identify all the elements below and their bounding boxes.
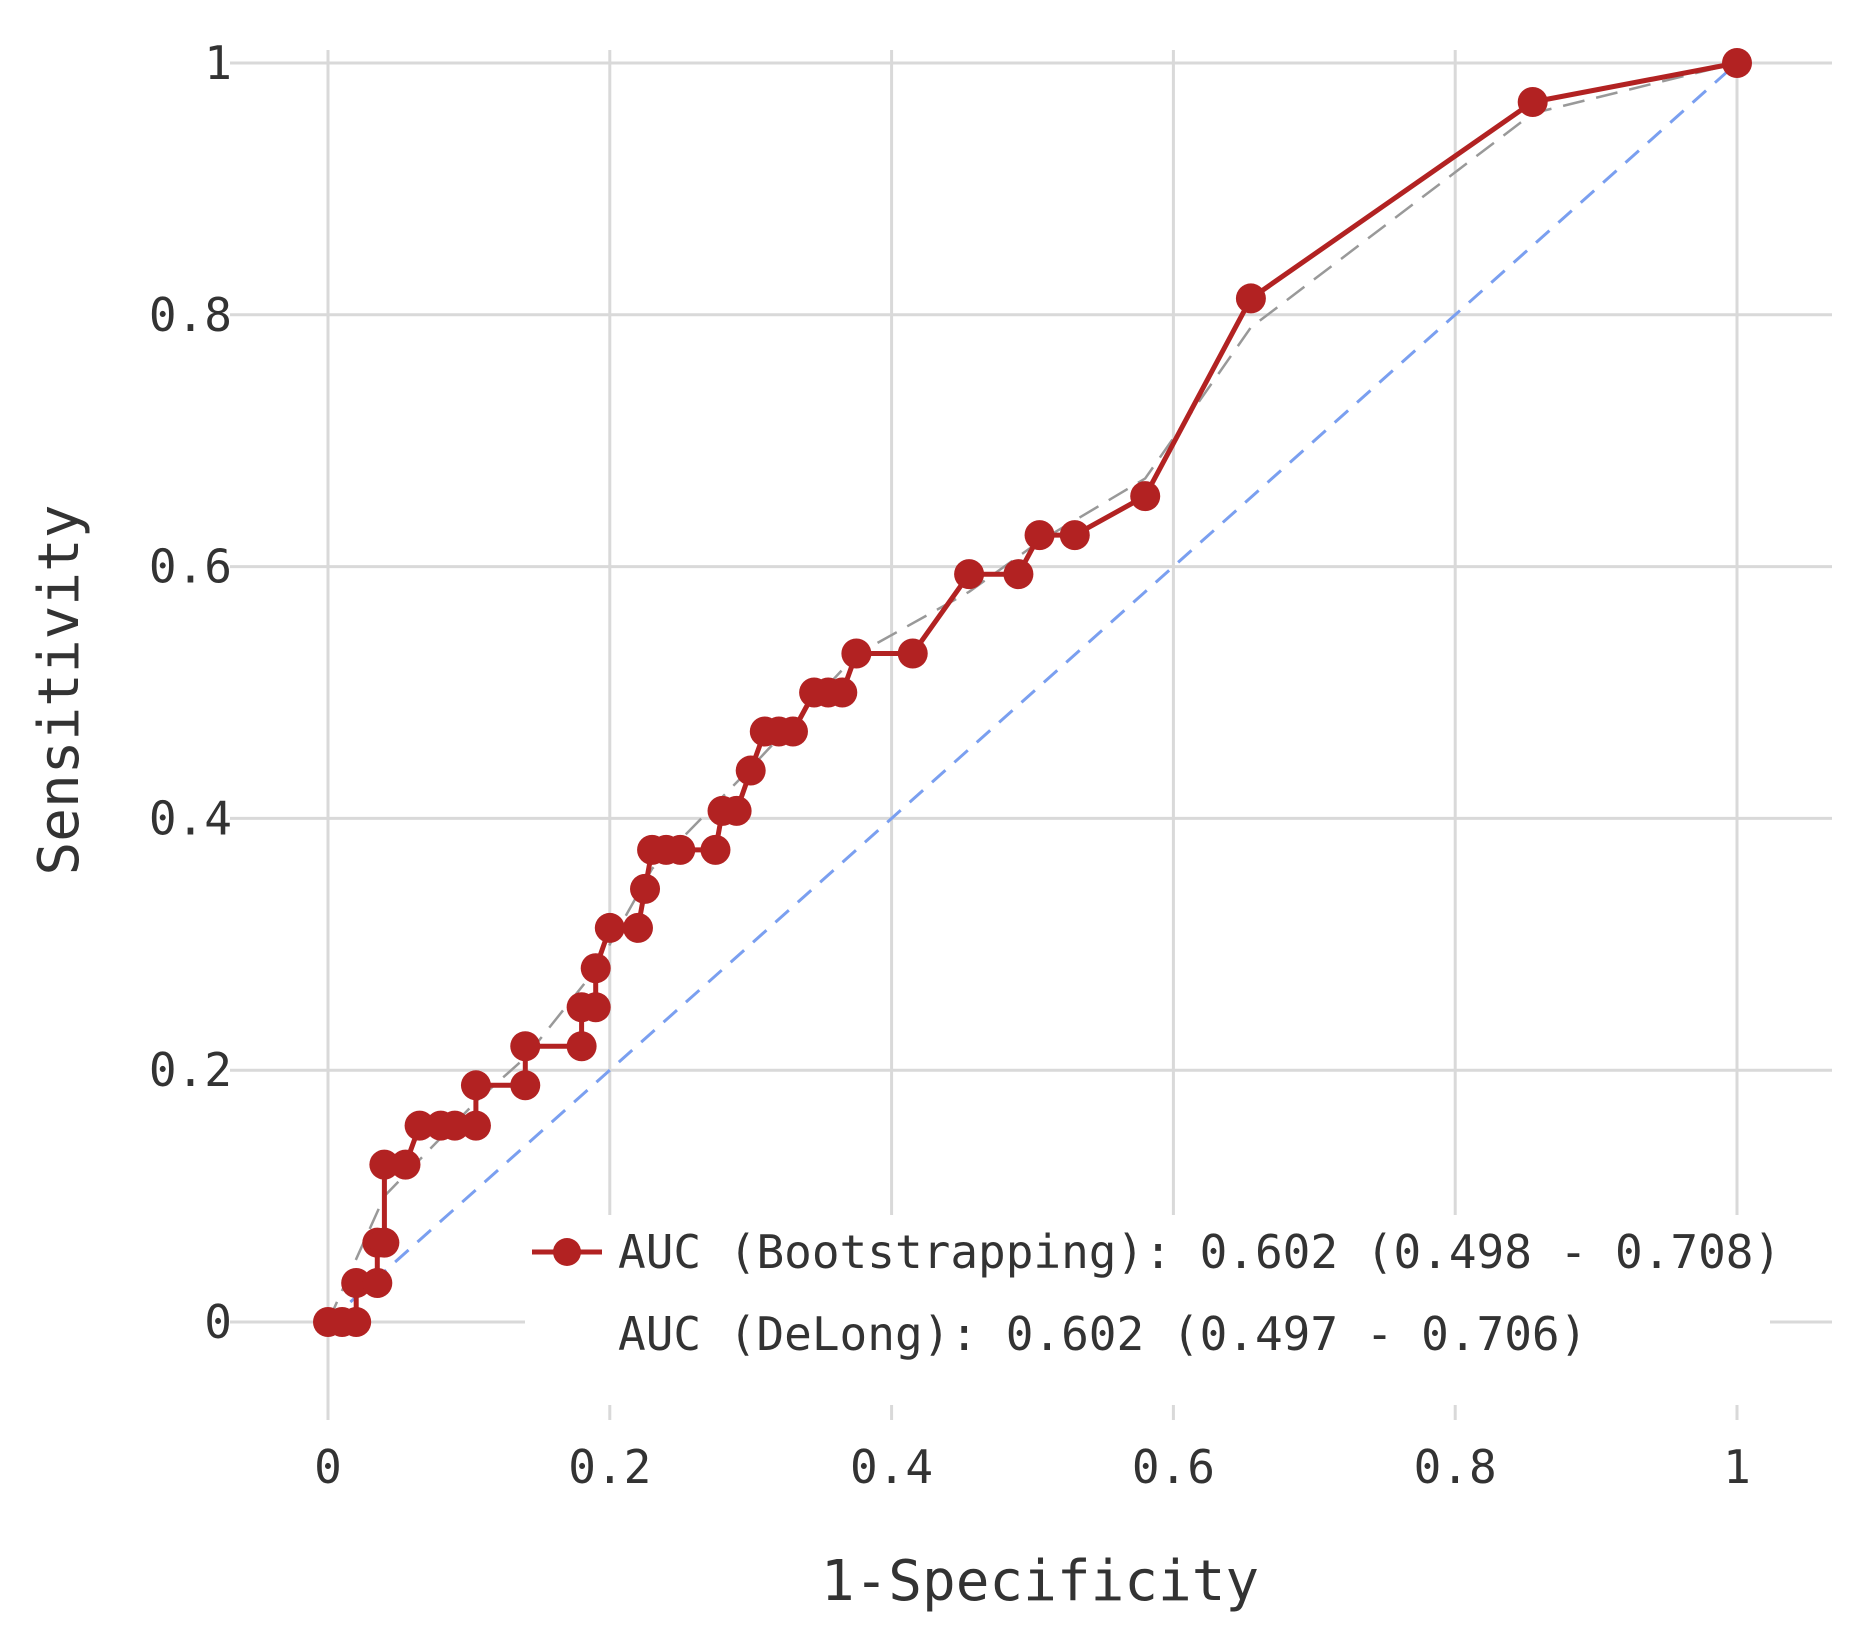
y-tick-label: 0.8 <box>149 288 232 342</box>
legend-entry-bootstrapping: AUC (Bootstrapping): 0.602 (0.498 - 0.70… <box>618 1225 1781 1279</box>
roc-point <box>580 992 611 1023</box>
roc-point <box>460 1110 491 1141</box>
roc-point <box>1130 481 1161 512</box>
roc-point <box>510 1031 541 1062</box>
x-tick-label: 0.8 <box>1414 1440 1497 1494</box>
roc-point <box>700 834 731 865</box>
roc-point <box>341 1267 372 1298</box>
x-tick-label: 0 <box>314 1440 342 1494</box>
roc-point <box>566 1031 597 1062</box>
y-tick-label: 0.2 <box>149 1043 232 1097</box>
legend: AUC (Bootstrapping): 0.602 (0.498 - 0.70… <box>525 1215 1781 1405</box>
legend-roc-marker <box>553 1238 581 1266</box>
roc-point <box>735 755 766 786</box>
roc-point <box>1003 559 1034 590</box>
roc-point <box>390 1149 421 1180</box>
roc-point <box>897 638 928 669</box>
x-tick-label: 0.4 <box>850 1440 933 1494</box>
y-tick-label: 0.4 <box>149 791 232 845</box>
roc-point <box>404 1110 435 1141</box>
chance-diagonal-line <box>327 61 1738 1324</box>
x-tick-label: 0.2 <box>568 1440 651 1494</box>
legend-entry-delong: AUC (DeLong): 0.602 (0.497 - 0.706) <box>618 1307 1587 1361</box>
roc-point <box>1722 48 1752 78</box>
roc-point <box>1235 283 1266 314</box>
x-axis-title: 1-Specificity <box>821 1549 1259 1614</box>
roc-point <box>665 834 696 865</box>
roc-point <box>439 1110 470 1141</box>
roc-point <box>777 716 808 747</box>
x-tick-label: 0.6 <box>1132 1440 1215 1494</box>
tick-labels: 0 0.2 0.4 0.6 0.8 1 0 0.2 0.4 0.6 0.8 1 <box>149 36 1751 1494</box>
y-tick-label: 0 <box>204 1295 232 1349</box>
roc-point <box>721 795 752 826</box>
roc-point <box>594 912 625 943</box>
roc-point <box>827 677 858 708</box>
roc-point <box>1024 520 1055 551</box>
roc-point <box>369 1149 400 1180</box>
roc-point <box>630 873 661 904</box>
roc-point <box>369 1227 400 1258</box>
roc-point <box>362 1267 393 1298</box>
series-layer <box>313 48 1752 1337</box>
roc-point <box>622 912 653 943</box>
y-tick-label: 1 <box>204 36 232 90</box>
legend-background <box>525 1215 1770 1405</box>
y-tick-label: 0.6 <box>149 540 232 594</box>
roc-point <box>460 1070 491 1101</box>
roc-point <box>341 1307 372 1337</box>
roc-point <box>1517 87 1548 118</box>
roc-point <box>1059 520 1090 551</box>
roc-point <box>954 559 985 590</box>
roc-point <box>580 953 611 984</box>
roc-point <box>510 1070 541 1101</box>
y-axis-title: Sensitivity <box>27 505 92 876</box>
roc-point <box>841 638 872 669</box>
grid <box>230 50 1832 1420</box>
x-tick-label: 1 <box>1723 1440 1751 1494</box>
